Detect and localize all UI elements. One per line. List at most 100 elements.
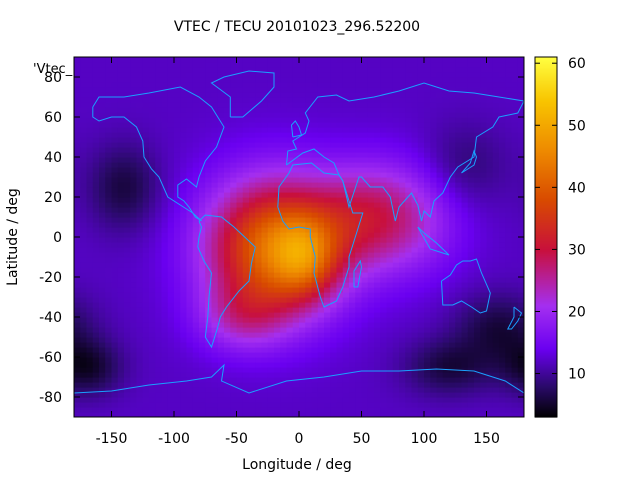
heatmap-cell — [330, 87, 338, 93]
heatmap-cell — [399, 217, 406, 223]
heatmap-cell — [149, 242, 156, 248]
heatmap-cell — [299, 397, 306, 403]
heatmap-cell — [280, 207, 288, 213]
heatmap-cell — [467, 307, 475, 313]
heatmap-cell — [267, 257, 275, 263]
heatmap-cell — [92, 127, 100, 133]
heatmap-cell — [424, 272, 431, 278]
heatmap-cell — [124, 112, 131, 118]
heatmap-cell — [361, 397, 369, 403]
heatmap-cell — [392, 377, 400, 383]
heatmap-cell — [186, 112, 194, 118]
heatmap-cell — [386, 317, 394, 323]
heatmap-cell — [105, 77, 113, 83]
heatmap-cell — [311, 387, 319, 393]
heatmap-cell — [374, 337, 381, 343]
heatmap-cell — [255, 122, 263, 128]
heatmap-cell — [242, 112, 250, 118]
heatmap-cell — [205, 397, 213, 403]
heatmap-cell — [374, 162, 381, 168]
heatmap-cell — [317, 337, 325, 343]
heatmap-cell — [136, 362, 144, 368]
heatmap-cell — [149, 357, 156, 363]
heatmap-cell — [261, 297, 269, 303]
heatmap-cell — [274, 397, 281, 403]
heatmap-cell — [330, 122, 338, 128]
heatmap-cell — [461, 57, 469, 63]
heatmap-cell — [280, 77, 288, 83]
heatmap-cell — [217, 177, 225, 183]
heatmap-cell — [411, 117, 419, 123]
heatmap-cell — [86, 327, 94, 333]
heatmap-cell — [74, 342, 81, 348]
heatmap-cell — [430, 397, 438, 403]
heatmap-cell — [436, 337, 444, 343]
heatmap-cell — [455, 97, 463, 103]
heatmap-cell — [217, 172, 225, 178]
heatmap-cell — [242, 272, 250, 278]
heatmap-cell — [386, 137, 394, 143]
heatmap-cell — [186, 347, 194, 353]
heatmap-cell — [399, 292, 406, 298]
heatmap-cell — [211, 257, 219, 263]
heatmap-cell — [149, 237, 156, 243]
heatmap-cell — [142, 82, 150, 88]
heatmap-cell — [255, 207, 263, 213]
heatmap-cell — [255, 117, 263, 123]
heatmap-cell — [486, 277, 494, 283]
heatmap-cell — [155, 122, 163, 128]
heatmap-cell — [380, 117, 388, 123]
heatmap-cell — [499, 167, 506, 173]
heatmap-cell — [211, 352, 219, 358]
heatmap-cell — [261, 267, 269, 273]
heatmap-cell — [292, 207, 300, 213]
heatmap-cell — [86, 157, 94, 163]
heatmap-cell — [499, 112, 506, 118]
heatmap-cell — [124, 77, 131, 83]
heatmap-cell — [155, 242, 163, 248]
heatmap-cell — [92, 67, 100, 73]
heatmap-cell — [167, 272, 175, 278]
heatmap-cell — [211, 272, 219, 278]
heatmap-cell — [286, 217, 294, 223]
heatmap-cell — [436, 247, 444, 253]
heatmap-cell — [286, 112, 294, 118]
heatmap-cell — [455, 402, 463, 408]
heatmap-cell — [236, 277, 244, 283]
heatmap-cell — [161, 402, 169, 408]
heatmap-cell — [442, 297, 450, 303]
heatmap-cell — [474, 147, 481, 153]
heatmap-cell — [249, 262, 256, 268]
heatmap-cell — [392, 312, 400, 318]
heatmap-cell — [230, 137, 238, 143]
heatmap-cell — [367, 322, 375, 328]
heatmap-cell — [105, 232, 113, 238]
heatmap-cell — [386, 392, 394, 398]
heatmap-cell — [499, 257, 506, 263]
heatmap-cell — [486, 212, 494, 218]
heatmap-cell — [261, 212, 269, 218]
heatmap-cell — [324, 352, 331, 358]
heatmap-cell — [436, 262, 444, 268]
heatmap-cell — [461, 277, 469, 283]
heatmap-cell — [199, 337, 206, 343]
heatmap-cell — [124, 222, 131, 228]
heatmap-cell — [105, 357, 113, 363]
heatmap-cell — [386, 187, 394, 193]
heatmap-cell — [86, 117, 94, 123]
heatmap-cell — [236, 172, 244, 178]
heatmap-cell — [461, 197, 469, 203]
heatmap-cell — [367, 157, 375, 163]
heatmap-cell — [455, 312, 463, 318]
heatmap-cell — [280, 112, 288, 118]
heatmap-cell — [324, 142, 331, 148]
heatmap-cell — [442, 282, 450, 288]
heatmap-cell — [436, 282, 444, 288]
heatmap-cell — [117, 337, 125, 343]
heatmap-cell — [174, 262, 181, 268]
heatmap-cell — [305, 132, 313, 138]
heatmap-cell — [467, 127, 475, 133]
heatmap-cell — [317, 182, 325, 188]
heatmap-cell — [192, 292, 200, 298]
heatmap-cell — [130, 332, 138, 338]
